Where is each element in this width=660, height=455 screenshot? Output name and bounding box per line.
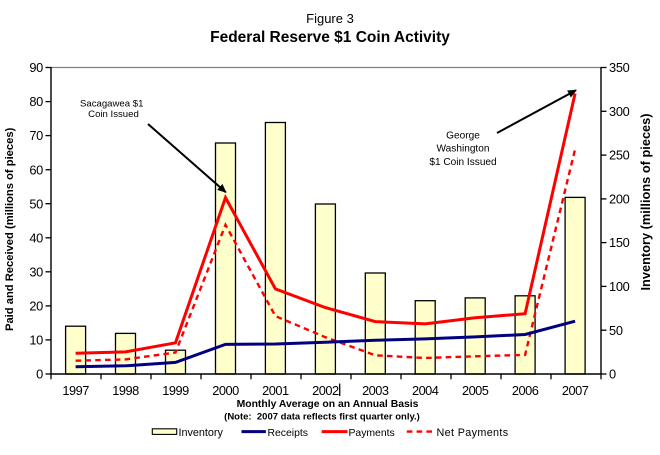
svg-text:$1 Coin Issued: $1 Coin Issued: [429, 157, 496, 168]
svg-text:0: 0: [609, 367, 616, 382]
svg-text:30: 30: [29, 264, 43, 279]
svg-text:2006: 2006: [512, 383, 539, 398]
svg-text:2005: 2005: [462, 383, 489, 398]
svg-text:Figure 3: Figure 3: [306, 11, 354, 26]
svg-text:80: 80: [29, 94, 43, 109]
svg-text:20: 20: [29, 299, 43, 314]
svg-text:Receipts: Receipts: [268, 428, 308, 439]
svg-text:70: 70: [29, 128, 43, 143]
svg-text:90: 90: [29, 60, 43, 75]
svg-text:150: 150: [609, 235, 630, 250]
svg-text:Payments: Payments: [349, 428, 395, 439]
svg-text:1999: 1999: [162, 383, 189, 398]
svg-text:Washington: Washington: [437, 144, 490, 155]
svg-text:Sacagawea $1: Sacagawea $1: [80, 99, 143, 110]
svg-text:350: 350: [609, 60, 630, 75]
svg-text:(Note: 2007 data reflects fir: (Note: 2007 data reflects first quarter …: [224, 412, 420, 423]
svg-text:Monthly Average on an Annual B: Monthly Average on an Annual Basis: [237, 399, 419, 410]
svg-text:0: 0: [36, 367, 43, 382]
svg-text:60: 60: [29, 162, 43, 177]
svg-text:50: 50: [29, 196, 43, 211]
svg-text:2004: 2004: [412, 383, 439, 398]
svg-text:250: 250: [609, 148, 630, 163]
svg-text:Inventory: Inventory: [179, 427, 224, 439]
svg-text:50: 50: [609, 323, 623, 338]
svg-text:40: 40: [29, 230, 43, 245]
svg-text:Paid and Received (millions of: Paid and Received (millions of pieces): [4, 127, 16, 331]
svg-text:100: 100: [609, 279, 630, 294]
svg-text:Coin Issued: Coin Issued: [88, 109, 139, 120]
svg-text:2000: 2000: [212, 383, 239, 398]
svg-text:2003: 2003: [362, 383, 389, 398]
svg-text:Inventory (millions of pieces): Inventory (millions of pieces): [638, 113, 653, 290]
svg-text:Federal Reserve $1 Coin Activi: Federal Reserve $1 Coin Activity: [210, 29, 450, 46]
svg-text:Net Payments: Net Payments: [437, 427, 509, 439]
svg-text:200: 200: [609, 192, 630, 207]
svg-text:1997: 1997: [62, 383, 89, 398]
svg-text:2007: 2007: [562, 383, 589, 398]
svg-text:2002: 2002: [312, 383, 339, 398]
svg-text:1998: 1998: [112, 383, 139, 398]
svg-text:George: George: [446, 131, 480, 142]
svg-text:10: 10: [29, 333, 43, 348]
svg-text:2001: 2001: [262, 383, 289, 398]
svg-text:300: 300: [609, 104, 630, 119]
